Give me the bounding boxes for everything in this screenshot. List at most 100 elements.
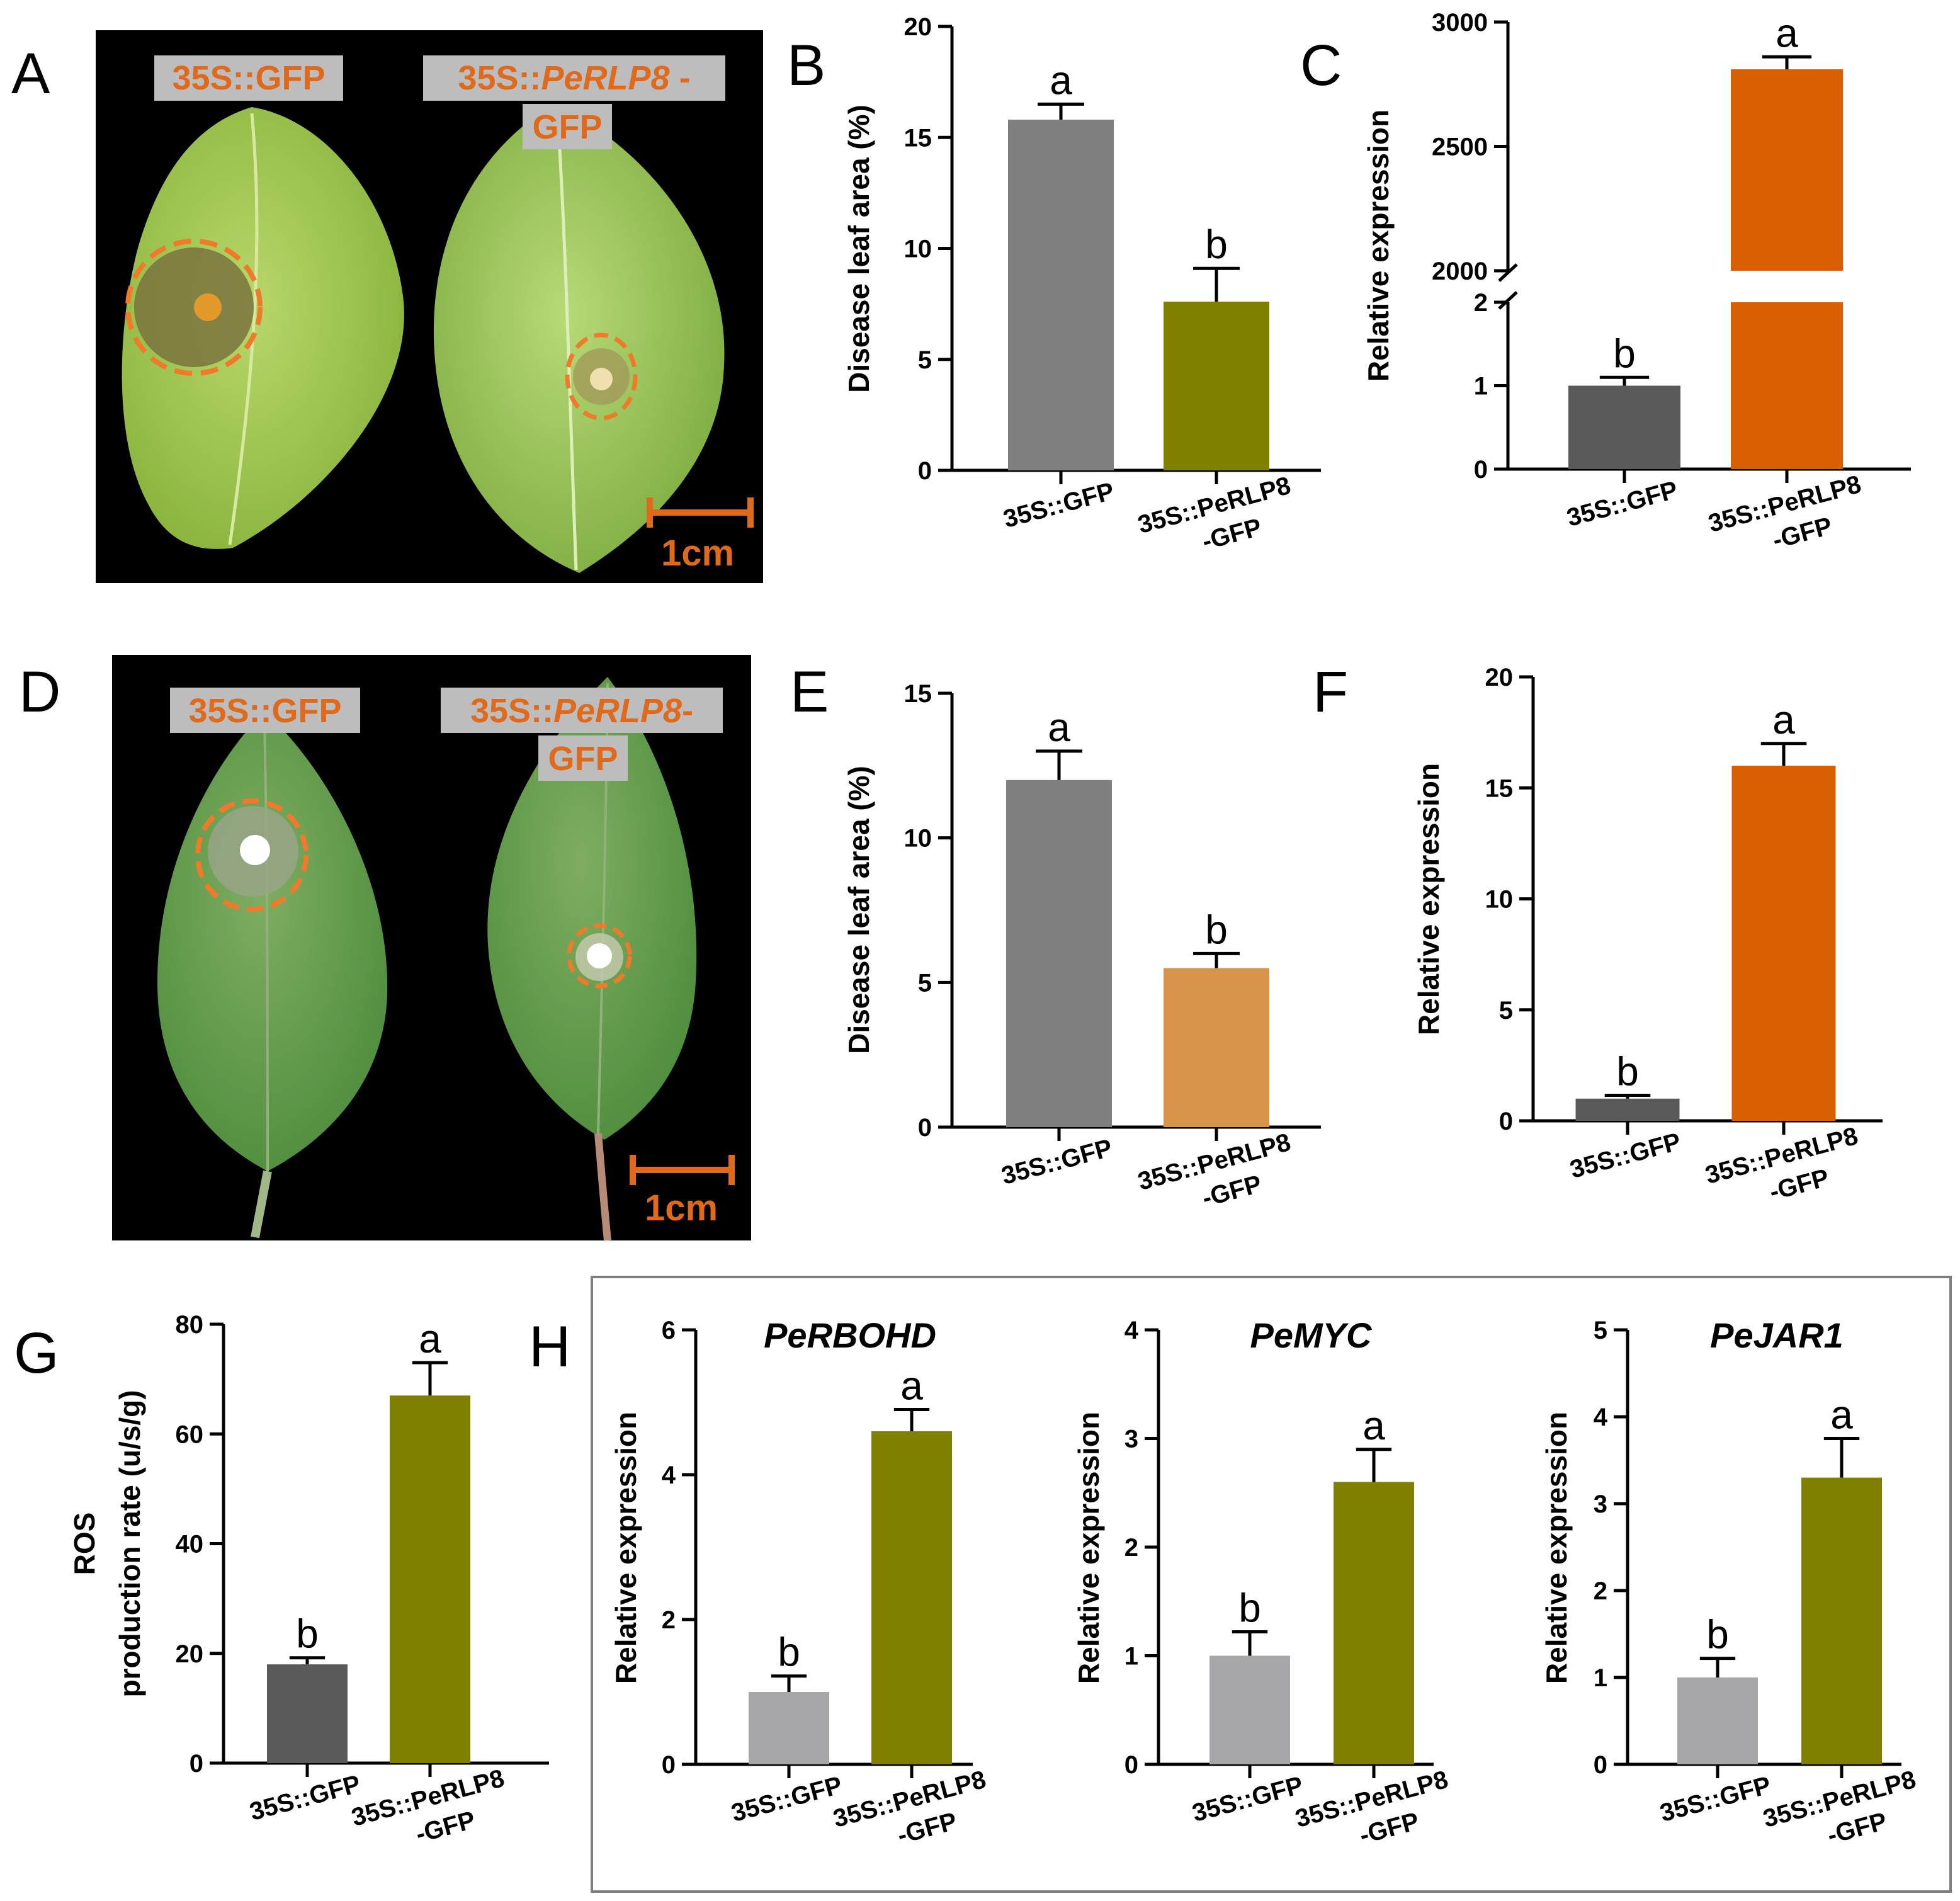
y-axis-label-line2: production rate (u/s/g) <box>113 1390 146 1697</box>
label-d-right-line2: GFP <box>548 740 618 778</box>
y-axis-label: Relative expression <box>1362 110 1395 382</box>
y-tick-label: 2 <box>662 1606 676 1634</box>
category-label-0: 35S::GFP <box>1189 1771 1306 1827</box>
bar-0 <box>1568 385 1680 469</box>
y-tick-label: 1 <box>1594 1664 1607 1692</box>
y-tick-label: 80 <box>176 1311 204 1339</box>
y-tick-label-upper: 2500 <box>1432 133 1488 161</box>
y-axis-label: Relative expression <box>1540 1412 1573 1684</box>
significance-letter-1: a <box>419 1316 441 1361</box>
y-tick-label: 10 <box>1485 886 1514 914</box>
leaf-d-left <box>157 712 388 1171</box>
leaf-a-right-vein <box>555 110 578 570</box>
y-tick-label: 3 <box>1124 1426 1138 1453</box>
category-label-group-1: 35S::PeRLP8-GFP <box>1135 472 1294 555</box>
significance-letter-0: b <box>296 1611 319 1657</box>
chart-title: PeMYC <box>1250 1315 1373 1355</box>
category-label-group-1: 35S::PeRLP8-GFP <box>1760 1766 1919 1849</box>
panel-letter-e: E <box>790 660 829 724</box>
label-a-right: 35S::PeRLP8 - <box>458 59 690 97</box>
y-tick-label-lower: 0 <box>1474 456 1488 484</box>
bar-1 <box>1334 1482 1414 1764</box>
lesion-d-left-ring <box>195 798 309 912</box>
lesion-a-right-ring <box>565 332 638 421</box>
category-label-group-1: 35S::PeRLP8-GFP <box>349 1764 507 1848</box>
label-a-right-line2: GFP <box>532 108 602 146</box>
category-label-group-1: 35S::PeRLP8-GFP <box>830 1766 989 1849</box>
significance-letter-0: b <box>1616 1048 1639 1094</box>
y-tick-label: 4 <box>1594 1404 1608 1431</box>
panel-letter-g: G <box>14 1321 59 1385</box>
significance-letter-1: a <box>900 1363 923 1409</box>
label-a-right-gene: PeRLP8 <box>541 59 669 97</box>
leaf-d-left-vein <box>263 717 269 1172</box>
label-d-left: 35S::GFP <box>188 692 341 730</box>
scale-bar-a <box>647 497 754 528</box>
panel-letter-d: D <box>19 660 60 724</box>
bar-0 <box>1677 1677 1758 1764</box>
panel-letter-b: B <box>787 33 825 98</box>
axis-break-mark-upper <box>1498 263 1518 282</box>
leaf-d-left-stem <box>251 1170 272 1239</box>
photo-a: 35S::GFP 35S::PeRLP8 - GFP 1cm <box>96 30 763 583</box>
significance-letter-0: b <box>1238 1586 1261 1631</box>
significance-letter-0: a <box>1050 57 1072 103</box>
significance-letter-1: a <box>1830 1392 1853 1438</box>
significance-letter-1: a <box>1362 1403 1385 1448</box>
category-label-group-1: 35S::PeRLP8-GFP <box>1702 1122 1861 1206</box>
y-tick-label: 5 <box>918 969 932 997</box>
bar-0 <box>749 1692 829 1764</box>
label-d-left-box <box>170 688 360 733</box>
y-tick-label: 10 <box>904 235 932 263</box>
bar-1 <box>1164 968 1269 1127</box>
chart-title: PeRBOHD <box>764 1315 936 1355</box>
y-tick-label: 40 <box>176 1531 204 1558</box>
lesion-a-right-plug <box>590 368 613 390</box>
y-tick-label: 2 <box>1124 1534 1138 1562</box>
scale-label-d: 1cm <box>645 1188 718 1229</box>
y-axis-label: Disease leaf area (%) <box>842 105 875 393</box>
y-tick-label: 6 <box>662 1317 676 1344</box>
category-label-group-0: 35S::GFP <box>999 1134 1115 1190</box>
bar-1 <box>1164 302 1269 470</box>
bar-1 <box>1801 1477 1882 1764</box>
category-label-0: 35S::GFP <box>247 1770 363 1826</box>
y-tick-label-upper: 3000 <box>1432 9 1488 37</box>
category-label-group-1: 35S::PeRLP8-GFP <box>1135 1128 1294 1212</box>
y-tick-label: 0 <box>1124 1751 1138 1779</box>
label-d-right-suffix: - <box>682 692 693 730</box>
bar-0 <box>1575 1098 1680 1121</box>
bar-1 <box>871 1431 952 1764</box>
y-tick-label: 20 <box>904 13 932 41</box>
category-label-group-1: 35S::PeRLP8-GFP <box>1706 470 1864 554</box>
y-axis-label: Relative expression <box>1412 763 1445 1035</box>
y-axis-label-line1: ROS <box>68 1512 101 1575</box>
leaf-d-right <box>487 677 697 1140</box>
y-tick-label: 15 <box>1485 775 1514 802</box>
leaf-a-right <box>433 104 725 573</box>
y-tick-label: 0 <box>190 1750 203 1778</box>
category-label-0: 35S::GFP <box>1567 1128 1684 1184</box>
significance-letter-0: b <box>1613 331 1636 376</box>
y-tick-label: 2 <box>1594 1577 1607 1605</box>
category-label-0: 35S::GFP <box>1564 476 1680 532</box>
y-tick-label: 15 <box>904 124 932 152</box>
y-tick-label: 15 <box>904 680 932 708</box>
category-label-group-0: 35S::GFP <box>1657 1771 1774 1827</box>
significance-letter-0: a <box>1048 705 1070 750</box>
significance-letter-1: a <box>1772 697 1795 742</box>
label-d-right-prefix: 35S:: <box>470 692 553 730</box>
bar-1-upper-segment <box>1731 69 1843 271</box>
label-a-right-line2-box <box>523 104 612 149</box>
panel-letter-c: C <box>1300 33 1342 98</box>
y-tick-label-upper: 2000 <box>1432 258 1488 285</box>
bar-1 <box>1731 766 1836 1121</box>
panel-letter-f: F <box>1313 660 1348 724</box>
